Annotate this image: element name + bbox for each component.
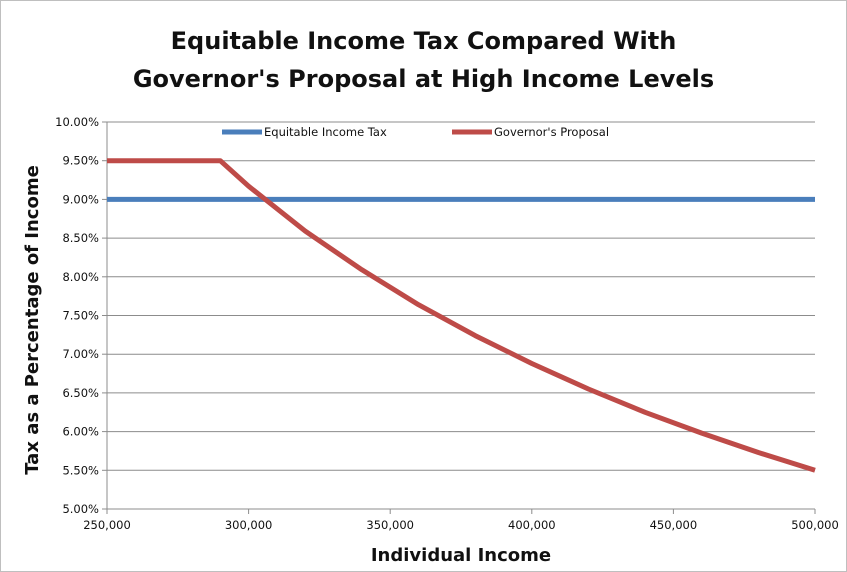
x-tick-label: 300,000: [225, 518, 273, 532]
y-axis-title: Tax as a Percentage of Income: [22, 165, 43, 475]
x-axis-title: Individual Income: [371, 545, 551, 566]
x-tick-label: 400,000: [508, 518, 556, 532]
axes: [102, 121, 816, 514]
series-lines: [107, 158, 816, 473]
y-tick-label: 7.00%: [62, 347, 99, 361]
series-line-2: [107, 158, 816, 473]
y-tick-label: 9.50%: [62, 154, 99, 168]
legend-label-2: Governor's Proposal: [494, 125, 609, 139]
y-tick-label: 9.00%: [62, 192, 99, 206]
y-tick-label: 10.00%: [55, 115, 99, 129]
y-tick-label: 7.50%: [62, 309, 99, 323]
x-tick-labels: 250,000 300,000 350,000 400,000 450,000 500,0…: [83, 518, 839, 532]
chart-title-line-2: Governor's Proposal at High Income Level…: [132, 65, 715, 93]
chart-title-line-1: Equitable Income Tax Compared With: [170, 27, 677, 55]
y-tick-labels: 5.00% 5.50% 6.00% 6.50% 7.00% 7.50% 8.00% 8.50%…: [55, 115, 99, 516]
grid-lines: [107, 121, 815, 471]
y-tick-label: 5.50%: [62, 463, 99, 477]
legend: Equitable Income Tax Governor's Proposal: [222, 125, 609, 139]
x-tick-label: 350,000: [366, 518, 414, 532]
y-tick-label: 8.00%: [62, 270, 99, 284]
y-tick-label: 6.50%: [62, 386, 99, 400]
x-tick-label: 450,000: [650, 518, 698, 532]
x-tick-label: 500,000: [791, 518, 839, 532]
x-tick-label: 250,000: [83, 518, 131, 532]
y-tick-label: 8.50%: [62, 231, 99, 245]
legend-label-1: Equitable Income Tax: [264, 125, 387, 139]
y-tick-label: 5.00%: [62, 502, 99, 516]
chart-title: Equitable Income Tax Compared With Gover…: [0, 22, 847, 98]
y-tick-label: 6.00%: [62, 425, 99, 439]
